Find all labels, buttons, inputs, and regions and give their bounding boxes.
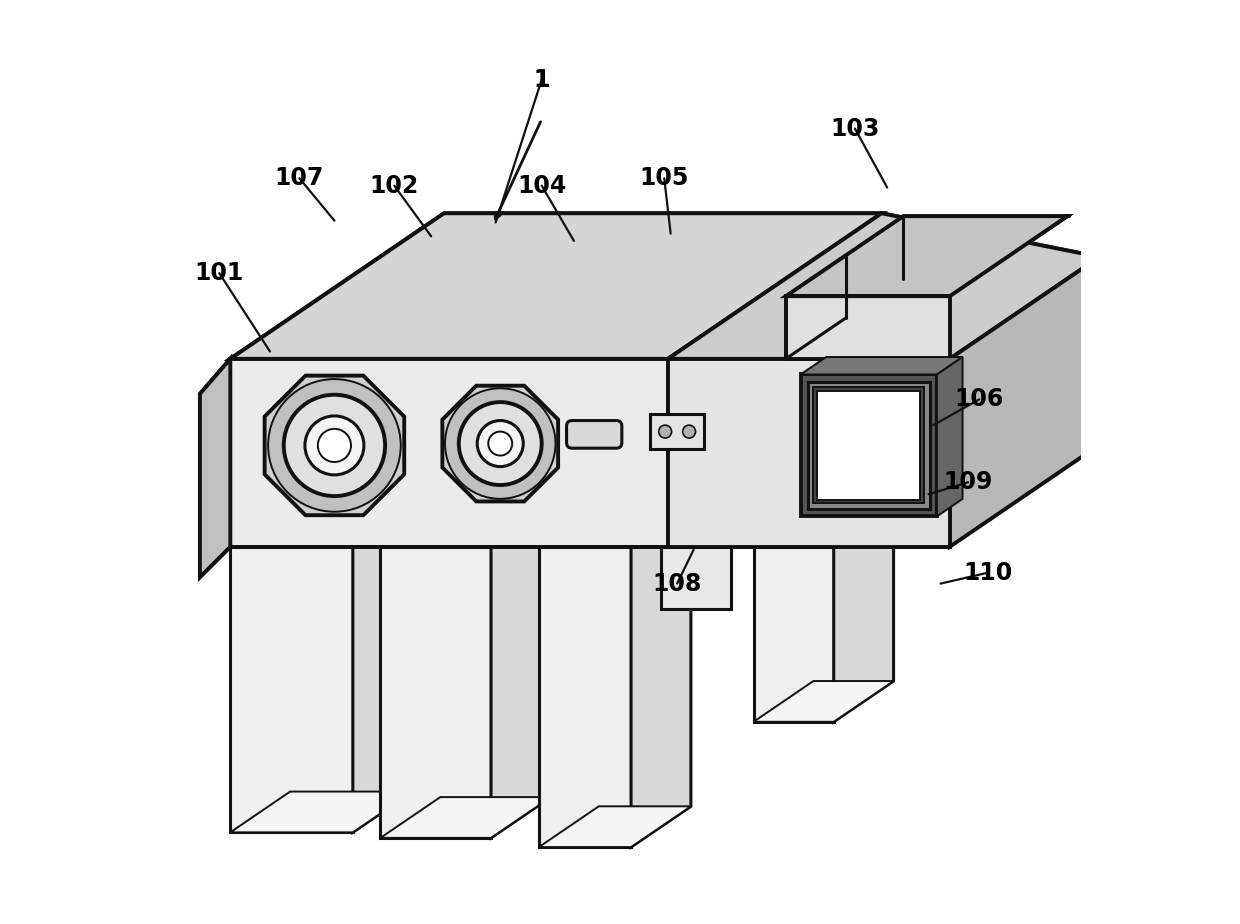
- Circle shape: [658, 425, 672, 438]
- Polygon shape: [668, 359, 950, 547]
- Polygon shape: [813, 387, 924, 504]
- Polygon shape: [754, 547, 833, 722]
- Polygon shape: [200, 359, 231, 578]
- FancyBboxPatch shape: [567, 420, 621, 448]
- Text: 101: 101: [195, 261, 244, 286]
- Polygon shape: [539, 807, 691, 847]
- Polygon shape: [661, 547, 730, 610]
- Bar: [651, 414, 704, 449]
- Text: 108: 108: [652, 572, 702, 596]
- Polygon shape: [381, 797, 551, 838]
- Text: 106: 106: [955, 387, 1004, 411]
- Polygon shape: [786, 297, 950, 359]
- Text: 1: 1: [533, 67, 549, 91]
- Circle shape: [683, 425, 696, 438]
- Polygon shape: [231, 359, 668, 547]
- Polygon shape: [786, 216, 1068, 297]
- Circle shape: [477, 420, 523, 467]
- Polygon shape: [231, 547, 353, 833]
- Polygon shape: [786, 297, 950, 359]
- Circle shape: [317, 429, 351, 462]
- Polygon shape: [231, 792, 413, 833]
- Polygon shape: [801, 357, 962, 374]
- Polygon shape: [808, 382, 930, 509]
- Circle shape: [445, 388, 556, 499]
- Text: 104: 104: [517, 174, 567, 198]
- Text: 105: 105: [640, 166, 689, 190]
- Polygon shape: [754, 681, 894, 722]
- Polygon shape: [353, 506, 413, 833]
- Text: 107: 107: [275, 166, 324, 190]
- Polygon shape: [937, 357, 962, 517]
- Polygon shape: [231, 506, 413, 547]
- Polygon shape: [631, 506, 691, 847]
- Polygon shape: [231, 213, 882, 359]
- Polygon shape: [381, 506, 551, 547]
- Circle shape: [489, 432, 512, 456]
- Bar: [817, 391, 920, 500]
- Polygon shape: [801, 374, 937, 517]
- Polygon shape: [539, 547, 631, 847]
- Text: 103: 103: [831, 116, 879, 140]
- Polygon shape: [668, 213, 1100, 359]
- Circle shape: [284, 395, 386, 496]
- Text: 1: 1: [533, 67, 549, 91]
- Polygon shape: [950, 257, 1100, 547]
- Text: 110: 110: [963, 561, 1013, 585]
- Polygon shape: [668, 359, 950, 547]
- Polygon shape: [381, 547, 491, 838]
- Circle shape: [268, 379, 401, 512]
- Polygon shape: [231, 213, 882, 359]
- Polygon shape: [491, 506, 551, 838]
- Circle shape: [305, 416, 363, 475]
- Polygon shape: [539, 506, 691, 547]
- Polygon shape: [200, 359, 231, 578]
- Polygon shape: [231, 359, 668, 547]
- Polygon shape: [668, 213, 1100, 359]
- Polygon shape: [754, 506, 894, 547]
- Text: 109: 109: [944, 470, 993, 494]
- Polygon shape: [443, 385, 558, 502]
- Circle shape: [459, 402, 542, 485]
- Text: 102: 102: [370, 174, 419, 198]
- Polygon shape: [786, 216, 1068, 297]
- Polygon shape: [264, 376, 404, 516]
- Polygon shape: [833, 506, 894, 722]
